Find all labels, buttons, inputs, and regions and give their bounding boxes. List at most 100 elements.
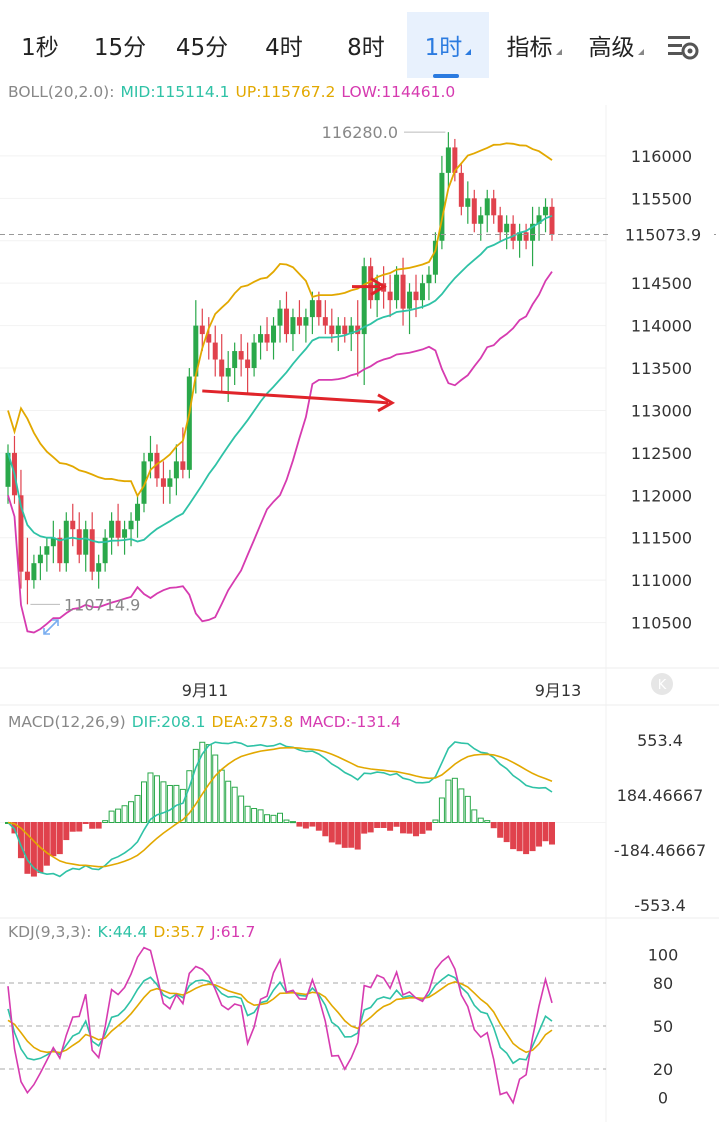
macd-histogram-bar — [477, 817, 484, 823]
macd-histogram-bar — [283, 819, 290, 823]
active-tab-indicator — [433, 74, 459, 78]
tab-label: 高级 — [588, 35, 635, 61]
tab-label: 4时 — [265, 35, 303, 61]
tab-label: 1时 — [424, 35, 463, 61]
candle-body — [128, 520, 134, 530]
dropdown-triangle-icon — [637, 49, 644, 55]
macd-histogram-bar — [212, 754, 219, 823]
macd-histogram-bar — [141, 781, 147, 824]
candle-body — [491, 198, 497, 216]
macd-histogram-bar — [400, 822, 407, 834]
tab-指标[interactable]: 指标 — [494, 12, 574, 78]
macd-histogram-bar — [231, 786, 238, 824]
macd-histogram-bar — [380, 822, 387, 828]
candle-body — [387, 291, 393, 301]
macd-histogram-bar — [419, 822, 426, 834]
macd-histogram-bar — [425, 822, 432, 831]
macd-histogram-bar — [264, 814, 271, 824]
macd-histogram-bar — [82, 822, 89, 824]
kdj-j-line — [7, 946, 553, 1105]
macd-histogram-bar — [24, 822, 31, 874]
price-tick-label: 112500 — [631, 444, 692, 463]
kdj-j: J:61.7 — [211, 923, 256, 941]
price-tick-label: 112000 — [631, 486, 692, 505]
macd-value: MACD:-131.4 — [299, 713, 401, 731]
candle-body — [57, 537, 63, 564]
tab-1秒[interactable]: 1秒 — [8, 12, 72, 78]
macd-histogram-bar — [289, 821, 296, 824]
macd-tick-label: -184.46667 — [614, 841, 706, 860]
macd-histogram-bar — [95, 822, 102, 829]
candle-body — [290, 317, 296, 335]
macd-histogram-bar — [432, 819, 439, 824]
candle-body — [76, 529, 82, 555]
trend-arrow — [202, 389, 389, 405]
macd-histogram-bar — [128, 801, 135, 823]
tab-8时[interactable]: 8时 — [330, 12, 402, 78]
macd-histogram-bar — [341, 822, 348, 848]
candle-body — [368, 266, 374, 301]
candle-body — [439, 172, 445, 241]
macd-histogram-bar — [238, 795, 245, 824]
candle-body — [426, 274, 432, 284]
tab-高级[interactable]: 高级 — [576, 12, 656, 78]
tab-4时[interactable]: 4时 — [248, 12, 320, 78]
macd-histogram-bar — [257, 809, 264, 823]
candle-body — [445, 147, 451, 173]
macd-histogram-bar — [160, 781, 167, 824]
candle-body — [264, 334, 270, 343]
kdj-tick-label: 100 — [648, 945, 679, 964]
candle-body — [335, 325, 341, 335]
candle-body — [193, 325, 199, 377]
candle-body — [141, 461, 147, 504]
tab-15分[interactable]: 15分 — [84, 12, 156, 78]
candle-body — [31, 563, 37, 581]
expand-icon — [43, 619, 59, 635]
price-tick-label: 113000 — [631, 401, 692, 420]
dropdown-triangle-icon — [555, 49, 562, 55]
macd-histogram-bar — [490, 822, 497, 829]
candle-body — [167, 478, 173, 487]
candle-body — [180, 461, 186, 470]
macd-dea-line — [7, 746, 553, 868]
candle-body — [394, 274, 400, 301]
candle-body — [465, 198, 471, 207]
macd-histogram-bar — [497, 822, 504, 838]
candle-body — [296, 317, 302, 326]
macd-histogram-bar — [147, 772, 154, 824]
chart-settings-icon[interactable] — [666, 30, 700, 62]
boll-upper-line — [7, 142, 553, 498]
macd-histogram-bar — [367, 822, 374, 833]
macd-histogram-bar — [302, 822, 309, 829]
price-tick-label: 111500 — [631, 529, 692, 548]
candle-body — [530, 223, 536, 241]
candle-body — [115, 520, 121, 538]
macd-histogram-bar — [328, 822, 335, 843]
candle-body — [309, 300, 315, 318]
candle-body — [342, 325, 348, 335]
candle-body — [206, 334, 212, 343]
trend-arrow-head — [370, 277, 387, 296]
macd-histogram-bar — [451, 777, 458, 823]
candle-body — [70, 520, 76, 530]
candle-body — [18, 495, 24, 572]
macd-histogram-bar — [516, 822, 523, 852]
candle-body — [225, 368, 231, 377]
candle-body — [407, 291, 413, 309]
price-tick-label: 115500 — [631, 189, 692, 208]
candle-body — [135, 503, 141, 521]
tab-1时[interactable]: 1时 — [407, 12, 489, 78]
tab-45分[interactable]: 45分 — [166, 12, 238, 78]
kdj-k-line — [7, 973, 553, 1065]
current-price-box — [612, 221, 714, 248]
candle-body — [271, 325, 277, 343]
price-tick-label: 116000 — [631, 147, 692, 166]
kdj-k: K:44.4 — [97, 923, 148, 941]
macd-histogram-bar — [225, 780, 232, 824]
candle-body — [504, 223, 510, 233]
tab-label: 8时 — [347, 35, 385, 61]
candle-body — [50, 537, 56, 547]
candle-body — [173, 461, 179, 479]
macd-histogram-bar — [50, 822, 57, 857]
